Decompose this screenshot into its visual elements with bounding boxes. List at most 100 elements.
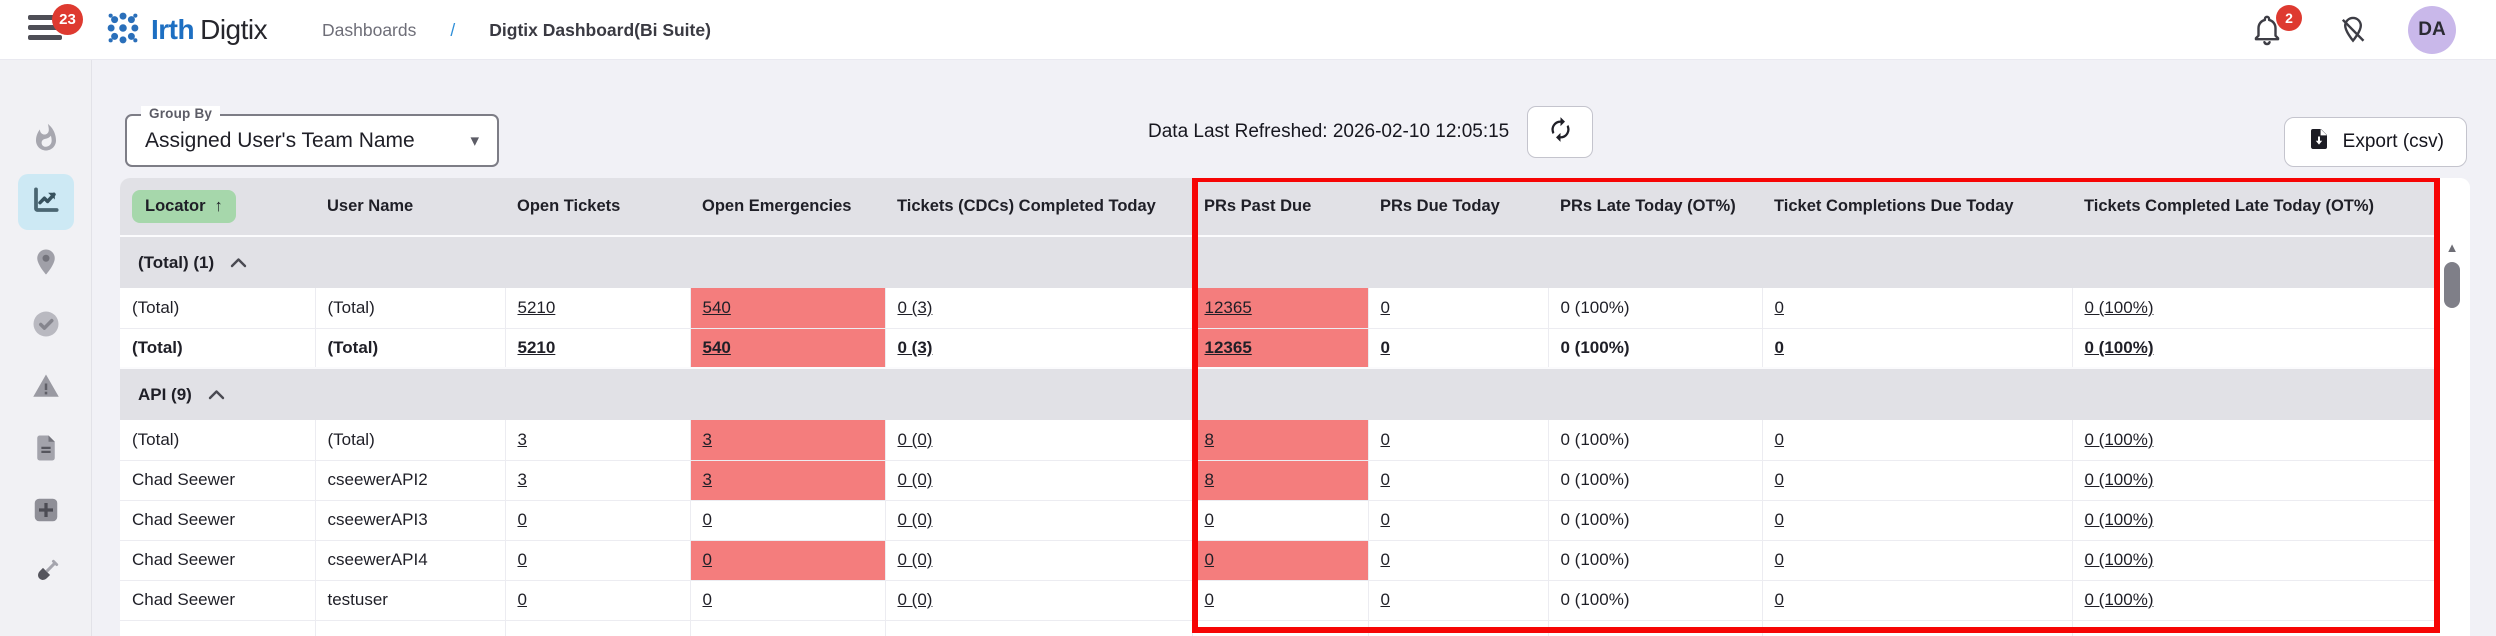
cell-link[interactable]: 0 (3) xyxy=(897,297,933,317)
cell-tickets-cdcs-completed-today[interactable]: 0 (3) xyxy=(885,288,1193,329)
column-header-locator[interactable]: Locator ↑ xyxy=(120,178,315,236)
cell-link[interactable]: 0 xyxy=(1204,510,1214,529)
user-avatar[interactable]: DA xyxy=(2408,6,2456,54)
sidebar-item-dig[interactable] xyxy=(18,546,74,602)
cell-link[interactable]: 0 xyxy=(1774,337,1784,357)
sorted-column-pill[interactable]: Locator ↑ xyxy=(132,190,236,223)
cell-tickets-cdcs-completed-today[interactable]: 0 (0) xyxy=(885,500,1193,541)
cell-link[interactable]: 0 (0) xyxy=(897,510,933,529)
cell-tickets-completed-late-today-ot[interactable]: 0 (100%) xyxy=(2072,420,2435,461)
cell-open-emergencies[interactable]: 3 xyxy=(690,420,886,461)
column-header-tickets-cdcs-completed-today[interactable]: Tickets (CDCs) Completed Today xyxy=(885,178,1192,236)
column-header-ticket-completions-due-today[interactable]: Ticket Completions Due Today xyxy=(1762,178,2072,236)
cell-prs-due-today[interactable]: 0 xyxy=(1368,328,1549,369)
cell-link[interactable]: 0 xyxy=(1774,429,1784,449)
column-header-open-emergencies[interactable]: Open Emergencies xyxy=(690,178,885,236)
cell-link[interactable]: 0 (0) xyxy=(897,429,933,449)
cell-open-tickets[interactable]: 0 xyxy=(505,540,691,581)
table-scrollbar-track[interactable]: ▲ xyxy=(2434,178,2470,636)
sidebar-item-locations[interactable] xyxy=(18,236,74,292)
sidebar-item-flame[interactable] xyxy=(18,112,74,168)
cell-link[interactable]: 8 xyxy=(1204,429,1214,449)
cell-open-emergencies[interactable]: 3 xyxy=(690,460,886,501)
cell-link[interactable]: 0 xyxy=(702,550,712,569)
cell-prs-past-due[interactable]: 12365 xyxy=(1192,288,1369,329)
cell-prs-due-today[interactable]: 0 xyxy=(1368,580,1549,621)
cell-link[interactable]: 0 xyxy=(517,510,527,529)
cell-link[interactable]: 540 xyxy=(702,337,731,357)
cell-link[interactable]: 0 xyxy=(1380,429,1390,449)
cell-link[interactable]: 0 (100%) xyxy=(2084,297,2154,317)
cell-tickets-cdcs-completed-today[interactable]: 0 (0) xyxy=(885,580,1193,621)
cell-link[interactable]: 0 (100%) xyxy=(2084,590,2154,609)
cell-link[interactable]: 0 xyxy=(1204,550,1214,569)
group-by-select[interactable]: Group By Assigned User's Team Name ▾ xyxy=(125,106,499,167)
cell-prs-due-today[interactable]: 0 xyxy=(1368,540,1549,581)
column-header-tickets-completed-late-today-ot[interactable]: Tickets Completed Late Today (OT%) xyxy=(2072,178,2434,236)
cell-link[interactable]: 540 xyxy=(702,297,731,317)
cell-link[interactable]: 0 (100%) xyxy=(2084,510,2154,529)
cell-prs-past-due[interactable]: 8 xyxy=(1192,460,1369,501)
cell-open-tickets[interactable]: 0 xyxy=(505,500,691,541)
cell-ticket-completions-due-today[interactable]: 0 xyxy=(1762,328,2073,369)
location-disabled-icon[interactable] xyxy=(2336,13,2370,47)
cell-link[interactable]: 0 xyxy=(702,510,712,529)
sidebar-item-analytics[interactable] xyxy=(17,174,74,230)
cell-ticket-completions-due-today[interactable]: 0 xyxy=(1762,580,2073,621)
cell-link[interactable]: 0 (0) xyxy=(897,470,933,489)
cell-tickets-cdcs-completed-today[interactable]: 0 (3) xyxy=(885,328,1193,369)
column-header-prs-past-due[interactable]: PRs Past Due xyxy=(1192,178,1368,236)
cell-link[interactable]: 0 (0) xyxy=(897,550,933,569)
cell-open-emergencies[interactable]: 0 xyxy=(690,500,886,541)
cell-prs-past-due[interactable]: 8 xyxy=(1192,420,1369,461)
cell-link[interactable]: 8 xyxy=(1204,470,1214,489)
cell-link[interactable]: 0 xyxy=(702,590,712,609)
cell-open-tickets[interactable]: 5210 xyxy=(505,288,691,329)
cell-open-emergencies[interactable]: 540 xyxy=(690,328,886,369)
cell-ticket-completions-due-today[interactable]: 0 xyxy=(1762,288,2073,329)
cell-link[interactable]: 0 xyxy=(517,550,527,569)
cell-link[interactable]: 0 xyxy=(1774,510,1784,529)
cell-prs-due-today[interactable]: 0 xyxy=(1368,288,1549,329)
cell-ticket-completions-due-today[interactable]: 0 xyxy=(1762,540,2073,581)
scrollbar-thumb[interactable] xyxy=(2444,262,2460,308)
cell-open-emergencies[interactable]: 0 xyxy=(690,540,886,581)
cell-ticket-completions-due-today[interactable]: 0 xyxy=(1762,460,2073,501)
brand-logo[interactable]: Irth Digtix xyxy=(104,0,268,60)
cell-link[interactable]: 0 xyxy=(1380,590,1390,609)
sidebar-item-tasks[interactable] xyxy=(18,298,74,354)
scrollbar-up-arrow-icon[interactable]: ▲ xyxy=(2445,240,2459,255)
cell-link[interactable]: 0 xyxy=(1380,470,1390,489)
cell-prs-due-today[interactable]: 0 xyxy=(1368,460,1549,501)
cell-open-tickets[interactable]: 0 xyxy=(505,580,691,621)
cell-tickets-completed-late-today-ot[interactable]: 0 (100%) xyxy=(2072,540,2435,581)
chevron-up-icon[interactable] xyxy=(208,385,225,405)
cell-link[interactable]: 0 (100%) xyxy=(2084,550,2154,569)
hamburger-menu-icon[interactable] xyxy=(28,15,62,45)
cell-link[interactable]: 3 xyxy=(517,429,527,449)
cell-open-tickets[interactable]: 5210 xyxy=(505,328,691,369)
cell-link[interactable]: 0 xyxy=(517,590,527,609)
cell-link[interactable]: 0 xyxy=(1774,590,1784,609)
cell-open-emergencies[interactable]: 540 xyxy=(690,288,886,329)
breadcrumb-dashboards[interactable]: Dashboards xyxy=(322,19,417,40)
cell-tickets-cdcs-completed-today[interactable]: 0 (0) xyxy=(885,540,1193,581)
cell-tickets-cdcs-completed-today[interactable]: 0 (0) xyxy=(885,420,1193,461)
cell-ticket-completions-due-today[interactable]: 0 xyxy=(1762,500,2073,541)
group-row[interactable]: (Total) (1) xyxy=(120,235,2434,288)
cell-link[interactable]: 0 (100%) xyxy=(2084,429,2154,449)
notifications-bell-icon[interactable]: 2 xyxy=(2250,5,2302,47)
cell-link[interactable]: 0 xyxy=(1204,590,1214,609)
cell-link[interactable]: 0 xyxy=(1774,470,1784,489)
cell-link[interactable]: 0 xyxy=(1380,297,1390,317)
cell-link[interactable]: 0 (0) xyxy=(897,590,933,609)
cell-prs-due-today[interactable]: 0 xyxy=(1368,420,1549,461)
cell-prs-past-due[interactable]: 12365 xyxy=(1192,328,1369,369)
cell-link[interactable]: 0 xyxy=(1774,550,1784,569)
chevron-up-icon[interactable] xyxy=(230,253,247,273)
cell-link[interactable]: 3 xyxy=(702,470,712,489)
cell-link[interactable]: 0 xyxy=(1380,510,1390,529)
column-header-prs-late-today-ot[interactable]: PRs Late Today (OT%) xyxy=(1548,178,1762,236)
cell-tickets-completed-late-today-ot[interactable]: 0 (100%) xyxy=(2072,500,2435,541)
cell-link[interactable]: 3 xyxy=(702,429,712,449)
